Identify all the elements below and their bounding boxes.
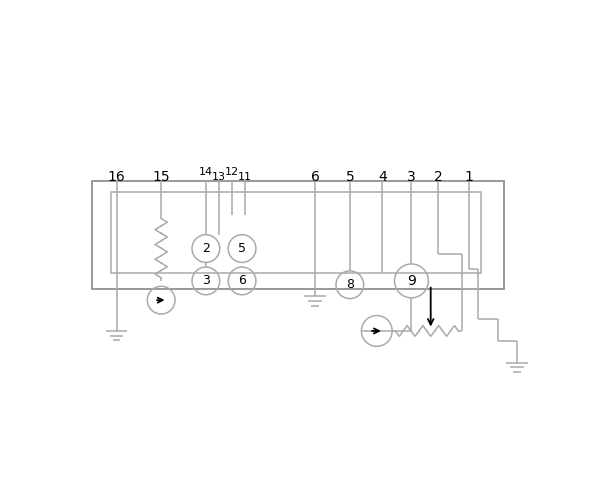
Text: 16: 16 <box>107 170 125 184</box>
Text: 11: 11 <box>238 172 252 182</box>
Text: 6: 6 <box>311 170 320 184</box>
Text: 9: 9 <box>407 274 416 288</box>
Text: 3: 3 <box>407 170 416 184</box>
Text: 2: 2 <box>434 170 443 184</box>
Text: 5: 5 <box>238 242 246 255</box>
Text: 5: 5 <box>346 170 354 184</box>
Text: 13: 13 <box>212 172 226 182</box>
Text: 14: 14 <box>199 167 213 177</box>
Text: 2: 2 <box>202 242 210 255</box>
Bar <box>92 181 504 288</box>
Text: 6: 6 <box>238 275 246 288</box>
Text: 15: 15 <box>152 170 170 184</box>
Text: 12: 12 <box>225 167 239 177</box>
Text: 8: 8 <box>346 278 354 291</box>
Text: 3: 3 <box>202 275 210 288</box>
Text: 4: 4 <box>378 170 386 184</box>
Bar <box>111 192 481 273</box>
Text: 1: 1 <box>465 170 473 184</box>
